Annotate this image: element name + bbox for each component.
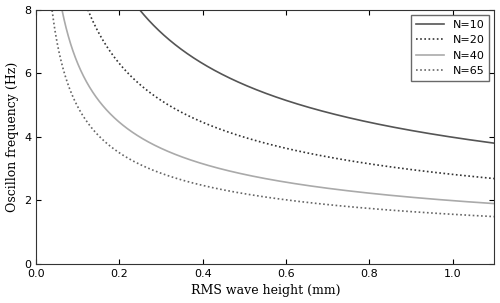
N=20 [460, 174, 466, 177]
N=65 [492, 215, 498, 218]
N=10 [434, 133, 440, 137]
N=10 [136, 8, 142, 12]
Line: N=10: N=10 [140, 10, 494, 143]
Line: N=40: N=40 [62, 10, 494, 204]
N=40 [61, 17, 67, 21]
N=65 [67, 88, 73, 92]
N=20 [250, 138, 256, 142]
N=40 [326, 187, 332, 190]
N=20 [85, 8, 91, 12]
N=40 [492, 202, 498, 205]
N=20 [492, 177, 498, 180]
Legend: N=10, N=20, N=40, N=65: N=10, N=20, N=40, N=65 [412, 15, 489, 81]
N=10 [480, 140, 486, 144]
N=20 [135, 81, 141, 85]
N=65 [466, 214, 472, 217]
N=20 [376, 163, 382, 167]
X-axis label: RMS wave height (mm): RMS wave height (mm) [190, 285, 340, 298]
N=40 [154, 144, 160, 148]
N=65 [49, 8, 55, 12]
N=20 [480, 176, 486, 179]
N=20 [358, 161, 364, 165]
N=65 [205, 185, 211, 188]
N=40 [59, 8, 65, 12]
N=40 [202, 163, 207, 166]
N=40 [440, 198, 446, 202]
N=10 [172, 43, 178, 46]
Line: N=65: N=65 [52, 10, 494, 217]
N=10 [270, 94, 276, 98]
N=10 [422, 131, 428, 135]
N=65 [334, 204, 340, 207]
N=10 [492, 142, 498, 145]
N=10 [164, 37, 170, 40]
N=40 [480, 201, 486, 205]
Y-axis label: Oscillon frequency (Hz): Oscillon frequency (Hz) [6, 62, 18, 212]
N=65 [312, 201, 318, 205]
N=65 [486, 215, 492, 218]
Line: N=20: N=20 [88, 10, 494, 178]
